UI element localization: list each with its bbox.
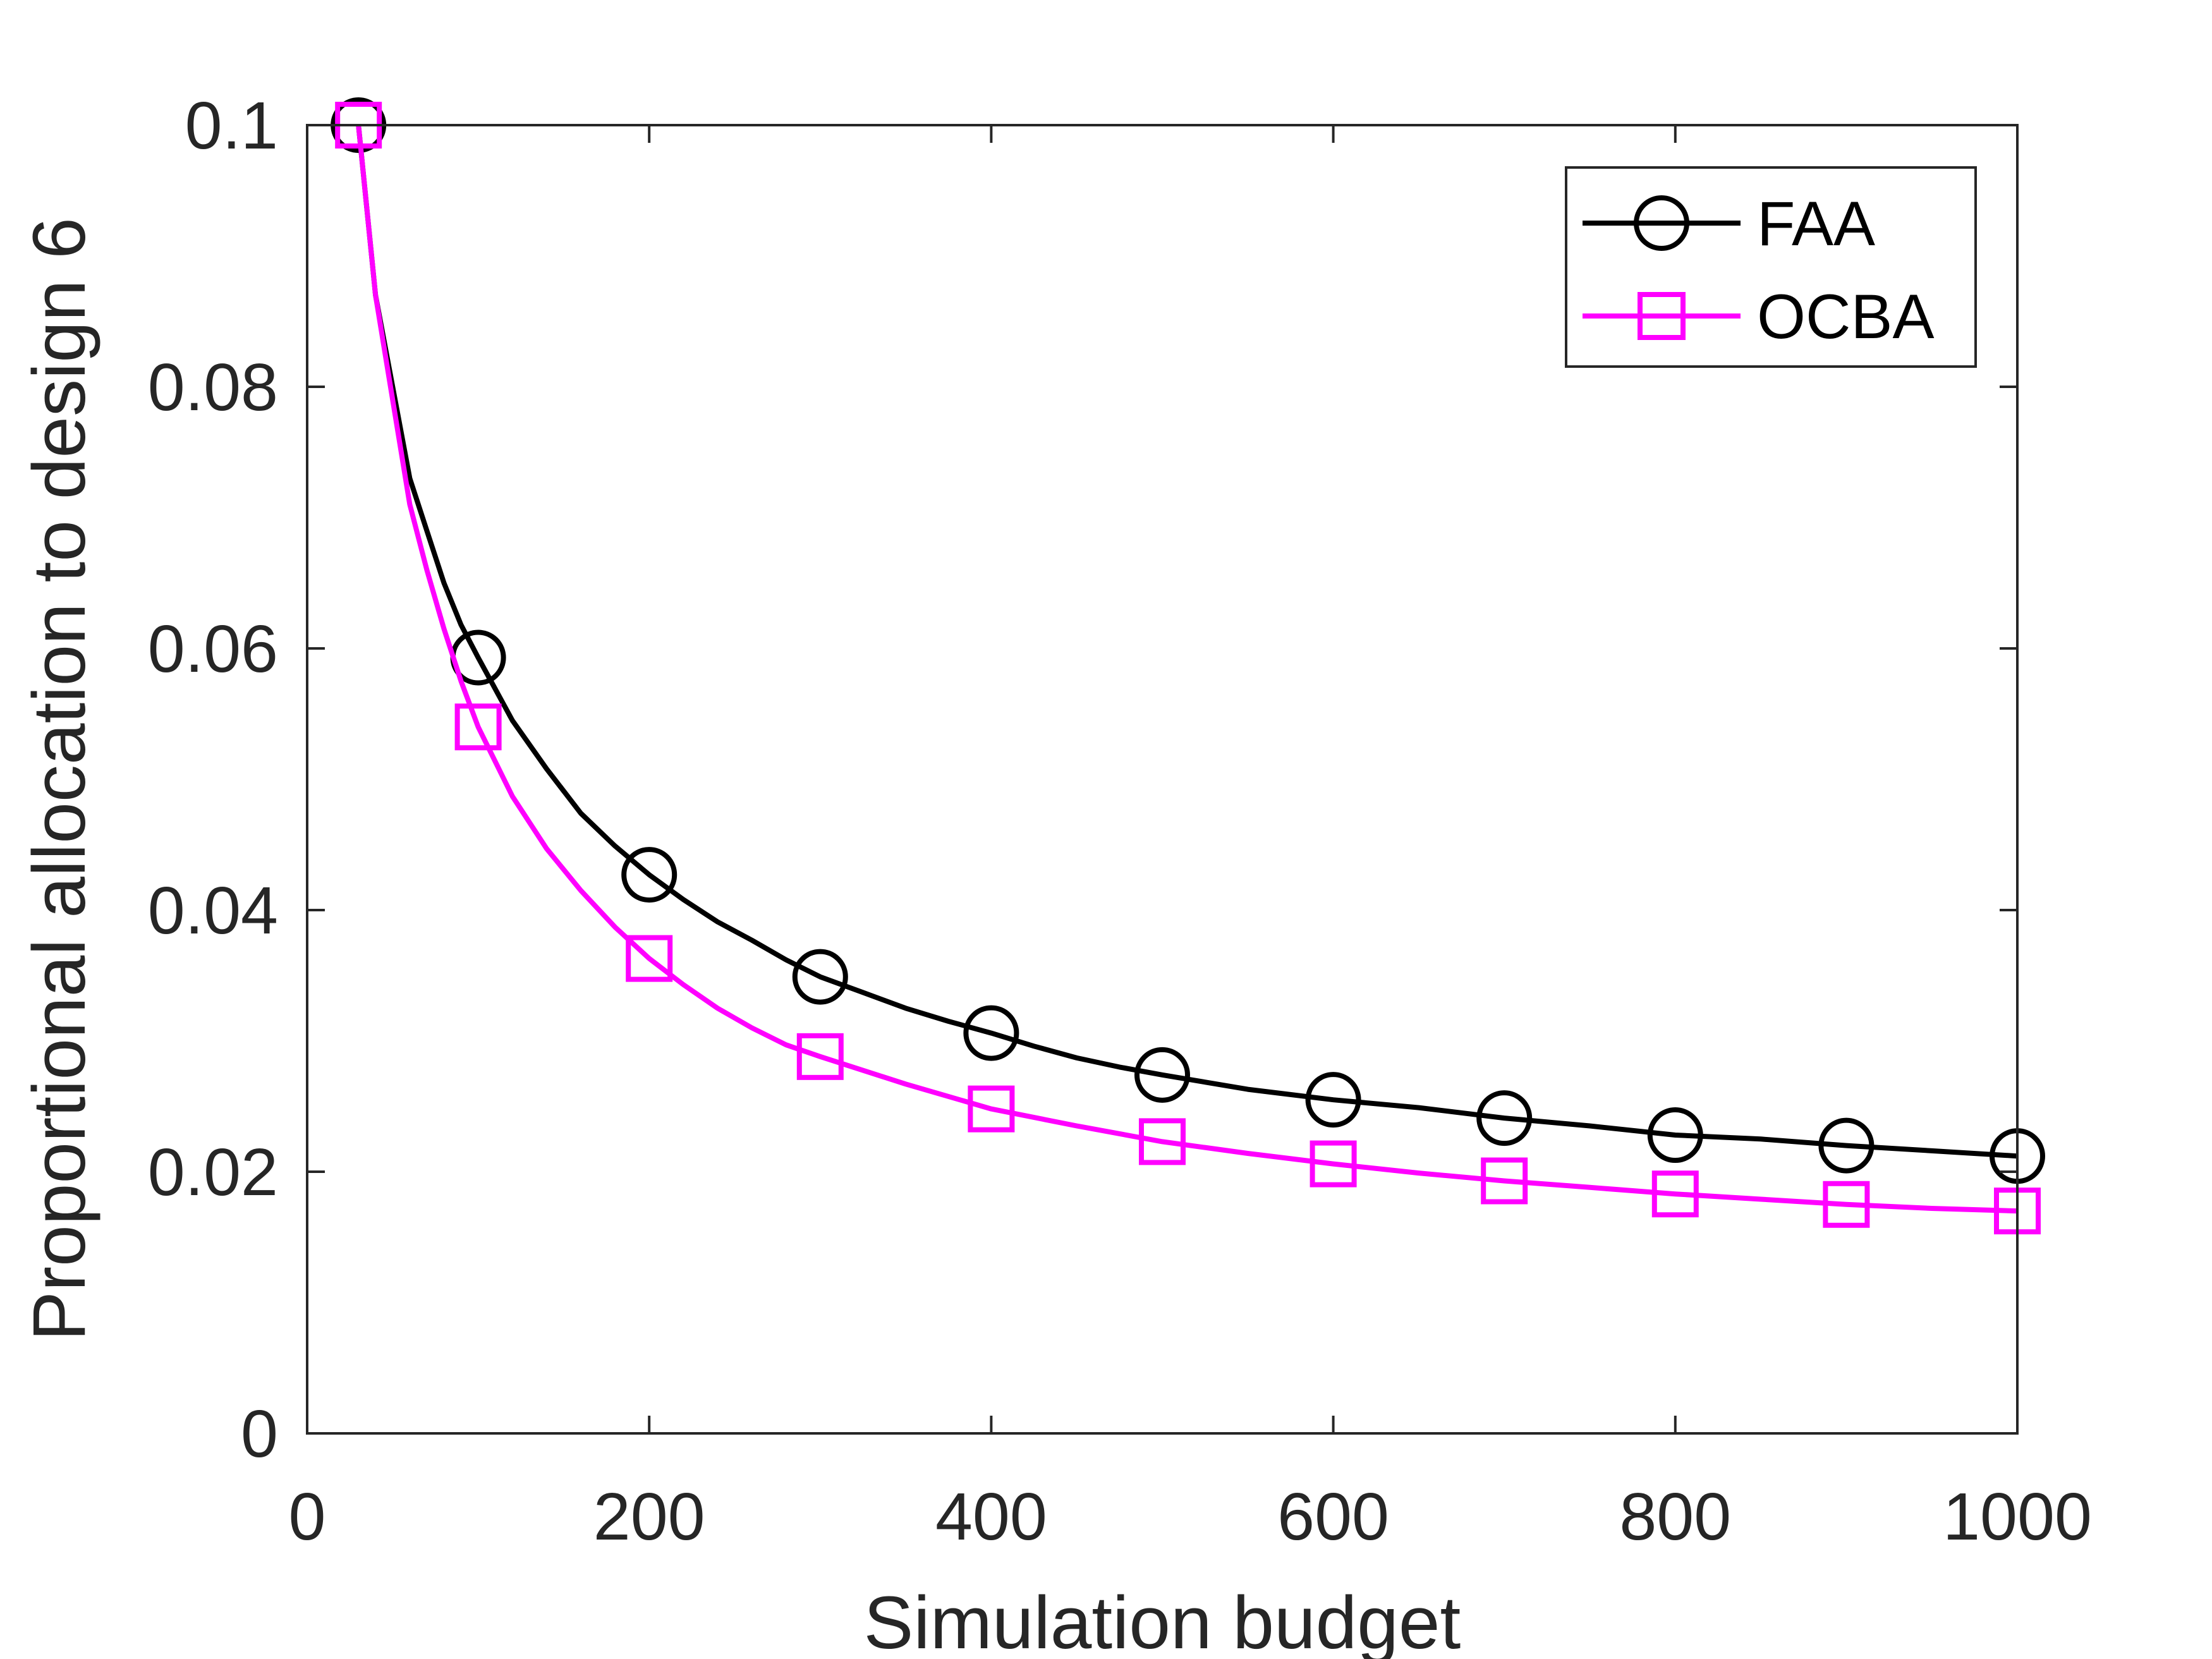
data-point-faa <box>1476 1090 1533 1146</box>
data-point-ocba <box>1651 1170 1699 1218</box>
series-line-faa <box>356 125 2018 1159</box>
legend: FAA OCBA <box>1565 166 1977 368</box>
data-point-faa <box>963 1005 1019 1061</box>
legend-box <box>1565 166 1977 368</box>
y-tick-label: 0.08 <box>148 350 278 425</box>
data-point-faa <box>1305 1072 1361 1128</box>
legend-faa-label: FAA <box>1757 188 1875 258</box>
data-point-ocba <box>1139 1118 1186 1165</box>
data-point-ocba <box>1310 1140 1357 1188</box>
y-tick-label: 0.06 <box>148 612 278 686</box>
x-tick-label: 200 <box>593 1480 705 1554</box>
data-point-ocba <box>1823 1181 1870 1228</box>
data-point-ocba <box>454 703 502 751</box>
legend-faa-marker-icon <box>1634 195 1689 251</box>
series-line-ocba <box>356 125 2018 1214</box>
y-tick-label: 0.1 <box>185 88 278 163</box>
x-tick-label: 0 <box>289 1480 326 1554</box>
legend-ocba-label: OCBA <box>1757 281 1935 351</box>
x-tick-label: 800 <box>1619 1480 1731 1554</box>
data-point-faa <box>621 847 678 903</box>
axes-box <box>306 124 2019 1435</box>
x-axis-title: Simulation budget <box>864 1581 1461 1659</box>
x-tick-label: 1000 <box>1943 1480 2092 1554</box>
data-point-faa <box>1134 1047 1190 1103</box>
y-tick-label: 0.04 <box>148 873 278 948</box>
y-tick-label: 0 <box>241 1397 278 1471</box>
series-layer <box>331 97 2045 1235</box>
y-tick-label: 0.02 <box>148 1135 278 1210</box>
x-tick-label: 400 <box>935 1480 1047 1554</box>
data-point-faa <box>792 949 848 1005</box>
legend-ocba-marker-icon <box>1638 292 1686 340</box>
data-point-faa <box>1647 1107 1703 1164</box>
data-point-ocba <box>1481 1157 1528 1205</box>
data-point-ocba <box>626 935 673 982</box>
x-tick-label: 600 <box>1277 1480 1389 1554</box>
data-point-ocba <box>796 1033 844 1080</box>
y-axis-title: Proportional allocation to design 6 <box>18 217 101 1341</box>
data-point-ocba <box>968 1085 1015 1133</box>
data-point-faa <box>1818 1117 1875 1174</box>
tick-layer: 0 200 400 600 800 1000 0 0.02 0.04 0.06 0.08 0.1 <box>148 88 2092 1554</box>
